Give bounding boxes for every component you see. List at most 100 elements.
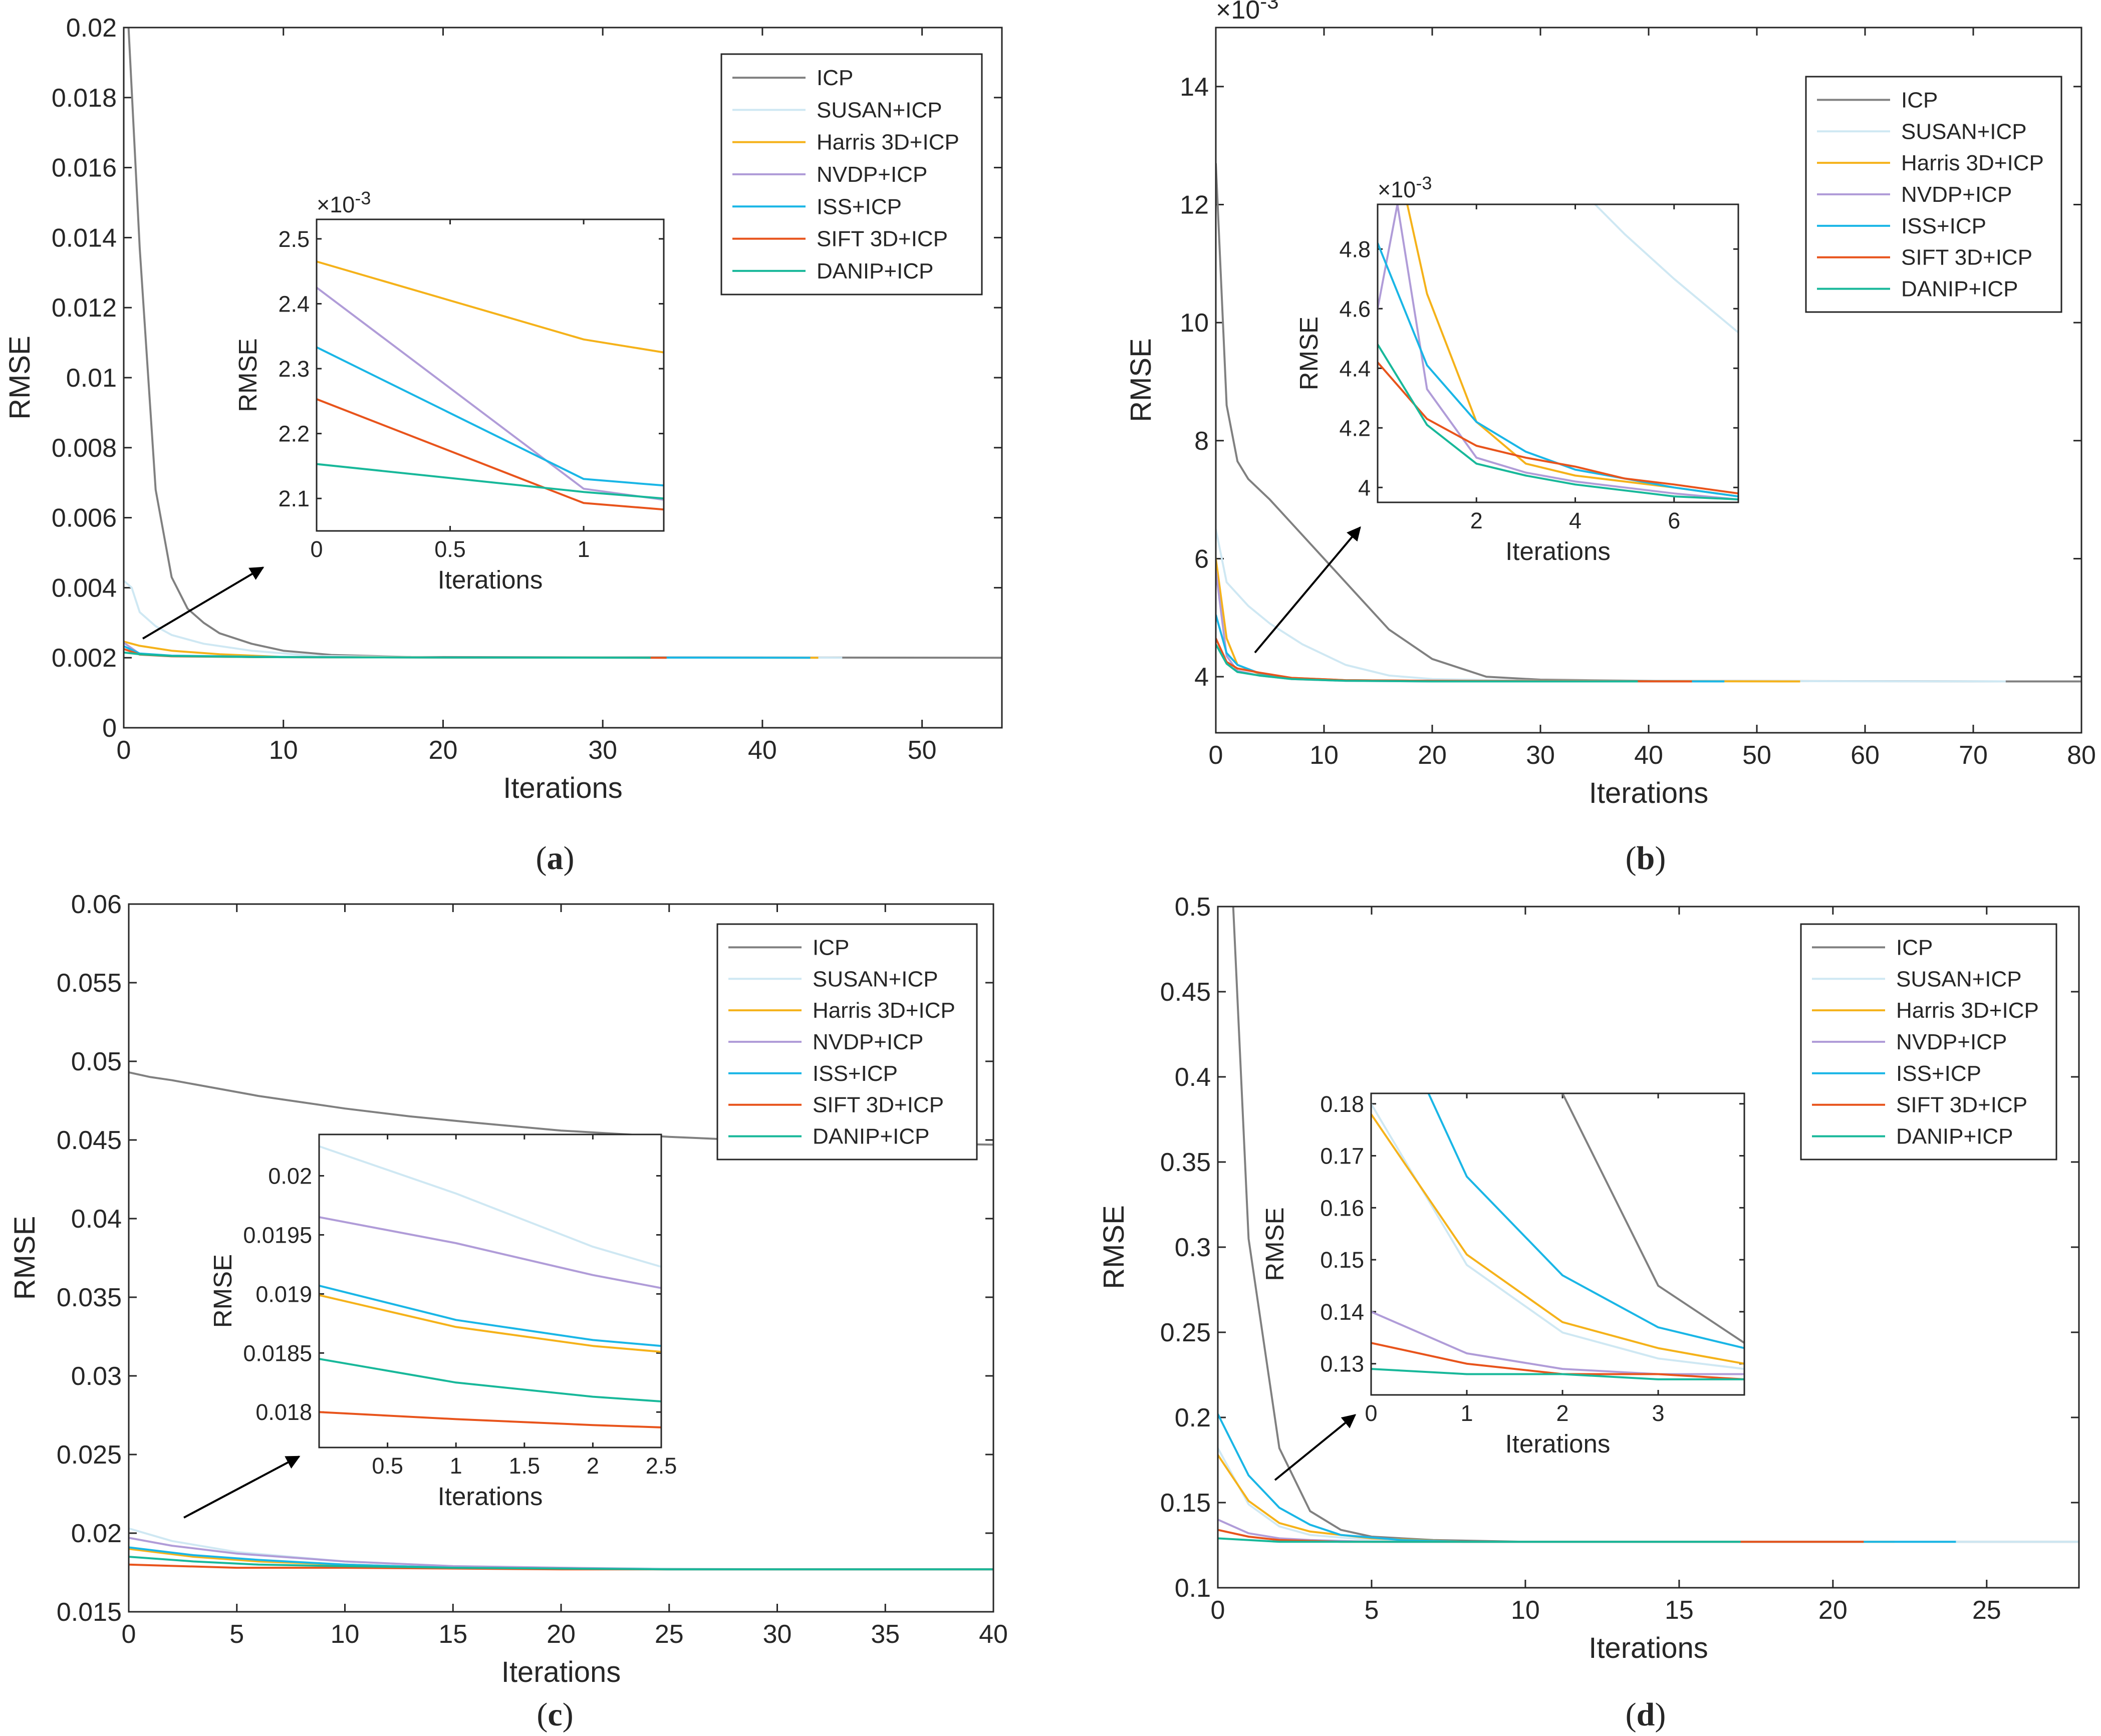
panel-d-legend-label-icp: ICP bbox=[1896, 935, 1933, 960]
panel-d-main-ytick-label: 0.5 bbox=[1175, 893, 1211, 922]
panel-a-main-xlabel: Iterations bbox=[503, 772, 623, 804]
panel-c-main-ytick-label: 0.03 bbox=[71, 1362, 122, 1391]
panel-b-legend-label-icp: ICP bbox=[1901, 88, 1938, 112]
panel-d-caption-close: ) bbox=[1655, 1696, 1666, 1733]
panel-c-inset-xtick-label: 2.5 bbox=[646, 1453, 677, 1479]
panel-b-inset-xtick-label: 2 bbox=[1470, 508, 1483, 533]
panel-c: 0 5 10 15 20 25 30 35 40 0.015 0.02 0.025 0.03 0.035 0… bbox=[9, 890, 1008, 1733]
panel-b-main-frame bbox=[1215, 27, 2082, 734]
panel-b-main-ylabel: RMSE bbox=[1125, 338, 1157, 422]
panel-c-inset-ytick-label: 0.0195 bbox=[243, 1222, 312, 1248]
panel-b-inset-ytick-label: 4.4 bbox=[1339, 356, 1371, 381]
panel-d-main-xtick-label: 15 bbox=[1665, 1596, 1694, 1625]
panel-d-main-ytick-label: 0.3 bbox=[1175, 1233, 1211, 1262]
panel-a-inset-ytick-label: 2.3 bbox=[278, 356, 310, 382]
panel-d-inset-xtick-label: 2 bbox=[1556, 1400, 1569, 1426]
panel-a-main-frame bbox=[123, 27, 1003, 729]
panel-a-inset-series-iss-icp bbox=[317, 346, 664, 487]
panel-d-main-ytick-label: 0.1 bbox=[1175, 1574, 1211, 1603]
panel-a-caption: (a) bbox=[536, 840, 575, 877]
panel-a-legend-label-icp: ICP bbox=[817, 66, 853, 90]
panel-d-inset-ytick-label: 0.17 bbox=[1320, 1143, 1364, 1169]
panel-b-main-xtick-label: 0 bbox=[1209, 741, 1223, 770]
panel-a-main-ytick-label: 0.002 bbox=[52, 644, 117, 673]
panel-b-main-xtick-label: 20 bbox=[1418, 741, 1447, 770]
panel-b-main-series-nvdp-icp bbox=[1216, 570, 1725, 683]
panel-d-main-ytick-label: 0.35 bbox=[1160, 1148, 1211, 1177]
panel-a-inset-ytick-label: 2.5 bbox=[278, 226, 310, 252]
panel-c-inset: 0.5 1 1.5 2 2.5 0.018 0.0185 0.019 0.0195 0.02 Ite… bbox=[208, 1133, 677, 1511]
panel-c-main-ylabel: RMSE bbox=[9, 1216, 41, 1300]
panel-d-main-xtick-label: 25 bbox=[1972, 1596, 2001, 1625]
panel-c-inset-ytick-label: 0.0185 bbox=[243, 1340, 312, 1366]
panel-b-legend-label-sift-3d-icp: SIFT 3D+ICP bbox=[1901, 245, 2032, 270]
panel-d-caption: (d) bbox=[1626, 1696, 1666, 1733]
panel-c-inset-xtick-label: 1.5 bbox=[509, 1453, 541, 1479]
panel-c-main-xtick-label: 15 bbox=[438, 1620, 467, 1649]
panel-c-inset-series-iss-icp bbox=[319, 1284, 661, 1347]
panel-a-inset-ytick-label: 2.1 bbox=[278, 486, 310, 511]
panel-c-main-xtick-label: 35 bbox=[871, 1620, 900, 1649]
panel-d: 0 5 10 15 20 250.10.150.20.250.30.350.40.450.… bbox=[1098, 893, 2080, 1733]
panel-c-main-ytick-label: 0.025 bbox=[57, 1440, 122, 1470]
panel-c-main-xtick-label: 30 bbox=[763, 1620, 792, 1649]
panel-a-inset-series-danip-icp bbox=[317, 463, 664, 500]
panel-b-main-ytick-label: 14 bbox=[1180, 73, 1209, 102]
panel-a-main-ytick-label: 0.012 bbox=[52, 294, 117, 323]
panel-b-main-xtick-label: 30 bbox=[1526, 741, 1555, 770]
panel-a-main-xtick-label: 30 bbox=[588, 736, 617, 765]
panel-c-legend-label-danip-icp: DANIP+ICP bbox=[813, 1124, 930, 1149]
panel-c-main-ytick-label: 0.02 bbox=[71, 1519, 122, 1548]
panel-b-caption-open: ( bbox=[1626, 840, 1637, 877]
panel-c-main-xtick-label: 40 bbox=[979, 1620, 1008, 1649]
panel-b-main-xtick-label: 40 bbox=[1634, 741, 1663, 770]
panel-a-inset-frame bbox=[316, 218, 665, 532]
panel-d-legend-label-nvdp-icp: NVDP+ICP bbox=[1896, 1030, 2007, 1054]
panel-b-legend-label-harris-3d-icp: Harris 3D+ICP bbox=[1901, 151, 2044, 175]
panel-d-inset-xlabel: Iterations bbox=[1505, 1429, 1611, 1458]
panel-b-inset-exponent-power: -3 bbox=[1416, 173, 1432, 193]
panel-c-inset-ytick-label: 0.02 bbox=[268, 1164, 312, 1189]
panel-b-main-series-harris-3d-icp bbox=[1216, 558, 1800, 683]
panel-a-main-ytick-label: 0.006 bbox=[52, 504, 117, 533]
panel-a: 0 10 20 30 40 5000.0020.0040.0060.0080.010.01… bbox=[4, 14, 1003, 877]
panel-a-main-ytick-label: 0.01 bbox=[66, 364, 117, 393]
panel-d-inset-xtick-label: 3 bbox=[1652, 1400, 1665, 1426]
panel-d-inset-series-danip-icp bbox=[1371, 1368, 1744, 1380]
panel-a-caption-close: ) bbox=[564, 840, 575, 877]
panel-a-legend-label-susan-icp: SUSAN+ICP bbox=[817, 98, 942, 122]
panel-a-main-xtick-label: 10 bbox=[269, 736, 298, 765]
panel-c-main-frame bbox=[128, 903, 994, 1613]
panel-a-caption-letter: a bbox=[547, 840, 564, 877]
panel-c-inset-frame bbox=[318, 1133, 662, 1449]
panel-d-main-ytick-label: 0.2 bbox=[1175, 1403, 1211, 1432]
panel-b-main-series-susan-icp bbox=[1216, 529, 2006, 683]
panel-d-zoom-arrow bbox=[1274, 1414, 1357, 1481]
panel-b-legend-label-susan-icp: SUSAN+ICP bbox=[1901, 119, 2027, 144]
panel-a-inset-ytick-label: 2.2 bbox=[278, 421, 310, 447]
panel-c-caption-open: ( bbox=[537, 1696, 548, 1733]
panel-b-main-xlabel: Iterations bbox=[1589, 777, 1709, 809]
panel-c-inset-ylabel: RMSE bbox=[208, 1254, 237, 1328]
panel-a-legend-label-harris-3d-icp: Harris 3D+ICP bbox=[817, 130, 959, 155]
panel-a-main-ytick-label: 0.02 bbox=[66, 14, 117, 43]
panel-b-main-xtick-label: 50 bbox=[1742, 741, 1771, 770]
panel-a-main-ytick-label: 0.008 bbox=[52, 434, 117, 463]
panel-c-inset-xtick-label: 0.5 bbox=[372, 1453, 403, 1479]
panel-b-inset-series-iss-icp bbox=[1378, 242, 1738, 498]
panel-c-zoom-arrow bbox=[183, 1456, 301, 1519]
panel-c-main-xtick-label: 25 bbox=[655, 1620, 684, 1649]
panel-a-inset: 0 0.5 1 2.1 2.2 2.3 2.4 2.5 ×10-3 Iterations RMSE bbox=[233, 188, 665, 594]
panel-d-inset-frame bbox=[1370, 1092, 1745, 1396]
panel-c-caption-letter: c bbox=[548, 1696, 562, 1733]
panel-d-inset-series-harris-3d-icp bbox=[1371, 1113, 1744, 1365]
panel-c-main-ytick-label: 0.015 bbox=[57, 1598, 122, 1627]
panel-a-main-series-danip-icp bbox=[124, 651, 651, 659]
panel-a-inset-series-sift-3d-icp bbox=[317, 398, 664, 511]
panel-d-main-series-susan-icp bbox=[1218, 1448, 2079, 1543]
panel-c-caption: (c) bbox=[537, 1696, 573, 1733]
panel-a-legend-label-sift-3d-icp: SIFT 3D+ICP bbox=[817, 227, 948, 251]
panel-d-inset-ylabel: RMSE bbox=[1260, 1207, 1289, 1281]
panel-b-main-ytick-label: 12 bbox=[1180, 190, 1209, 219]
panel-d-caption-letter: d bbox=[1637, 1696, 1655, 1733]
